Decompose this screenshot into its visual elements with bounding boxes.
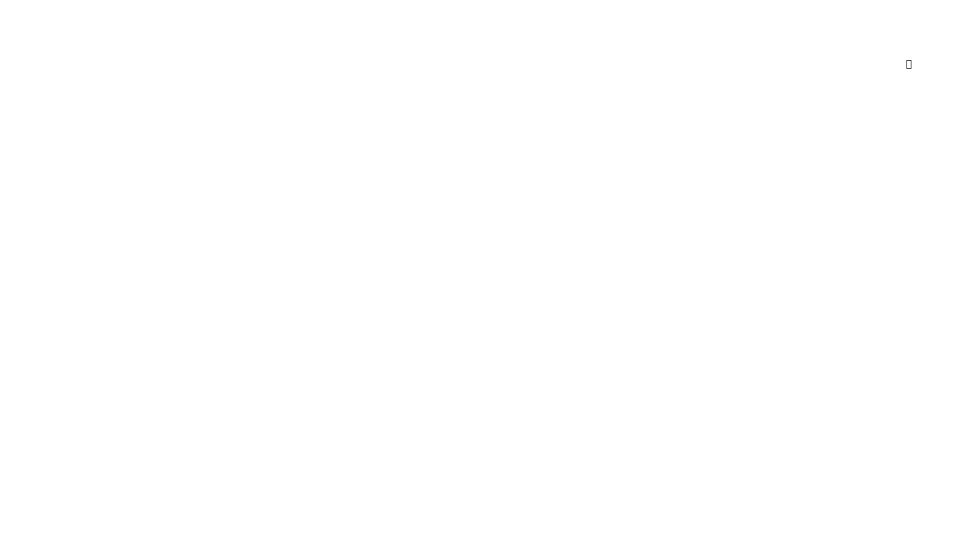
Bar: [8, 108, 38, 378]
Text: $\mathbf{\Psi}_{\mathbf{S}}$: $\mathbf{\Psi}_{\mathbf{S}}$: [434, 69, 497, 114]
Text: ❖: ❖: [151, 323, 166, 341]
Bar: [7, 0, 13, 540]
Bar: [39, 0, 45, 540]
Text: Positive pressure raises the pressure potential,: Positive pressure raises the pressure po…: [187, 285, 597, 303]
Bar: [0, 0, 7, 540]
Bar: [0, 0, 65, 540]
Text: Turgor Pressure: Turgor Pressure: [305, 426, 467, 444]
Text: King Saud University: King Saud University: [762, 74, 856, 83]
Text: a solution, or by the solution,: a solution, or by the solution,: [178, 247, 442, 266]
Text: جامعة
الملك سعود: جامعة الملك سعود: [775, 28, 844, 52]
Text: Negative pressure (tension) reduces the pressure potential,: Negative pressure (tension) reduces the …: [187, 323, 709, 341]
Bar: [59, 0, 65, 540]
Text: Pressure Potential ($\mathbf{\Psi}_{\mathbf{P}}$): Pressure Potential ($\mathbf{\Psi}_{\mat…: [375, 141, 585, 161]
Text: .: .: [447, 426, 453, 444]
Text: ❖: ❖: [107, 384, 124, 404]
Bar: [13, 0, 19, 540]
Text: $\mathbf{=}$: $\mathbf{=}$: [386, 68, 430, 111]
Text: Hydrostatic pressure represents the physical pressure on: Hydrostatic pressure represents the phys…: [139, 207, 656, 225]
Text: 🌴: 🌴: [905, 58, 911, 68]
Bar: [26, 0, 33, 540]
Bar: [700, 0, 960, 105]
Text: The  positive  hydrostatic  pressure  within  plant  cells  is: The positive hydrostatic pressure within…: [139, 385, 660, 403]
Bar: [19, 0, 26, 540]
Text: $\mathbf{\Psi}_{\mathbf{p}}$: $\mathbf{\Psi}_{\mathbf{p}}$: [537, 59, 615, 125]
Text: ❖: ❖: [151, 285, 166, 303]
Bar: [52, 0, 59, 540]
Bar: [45, 0, 52, 540]
Text: ❖: ❖: [107, 206, 124, 226]
Text: $\mathbf{\Psi}_{\mathbf{w}}$: $\mathbf{\Psi}_{\mathbf{w}}$: [315, 69, 386, 114]
Text: $\mathbf{+}$: $\mathbf{+}$: [496, 68, 531, 111]
Text: referred to as: referred to as: [178, 426, 305, 444]
Bar: [33, 0, 39, 540]
